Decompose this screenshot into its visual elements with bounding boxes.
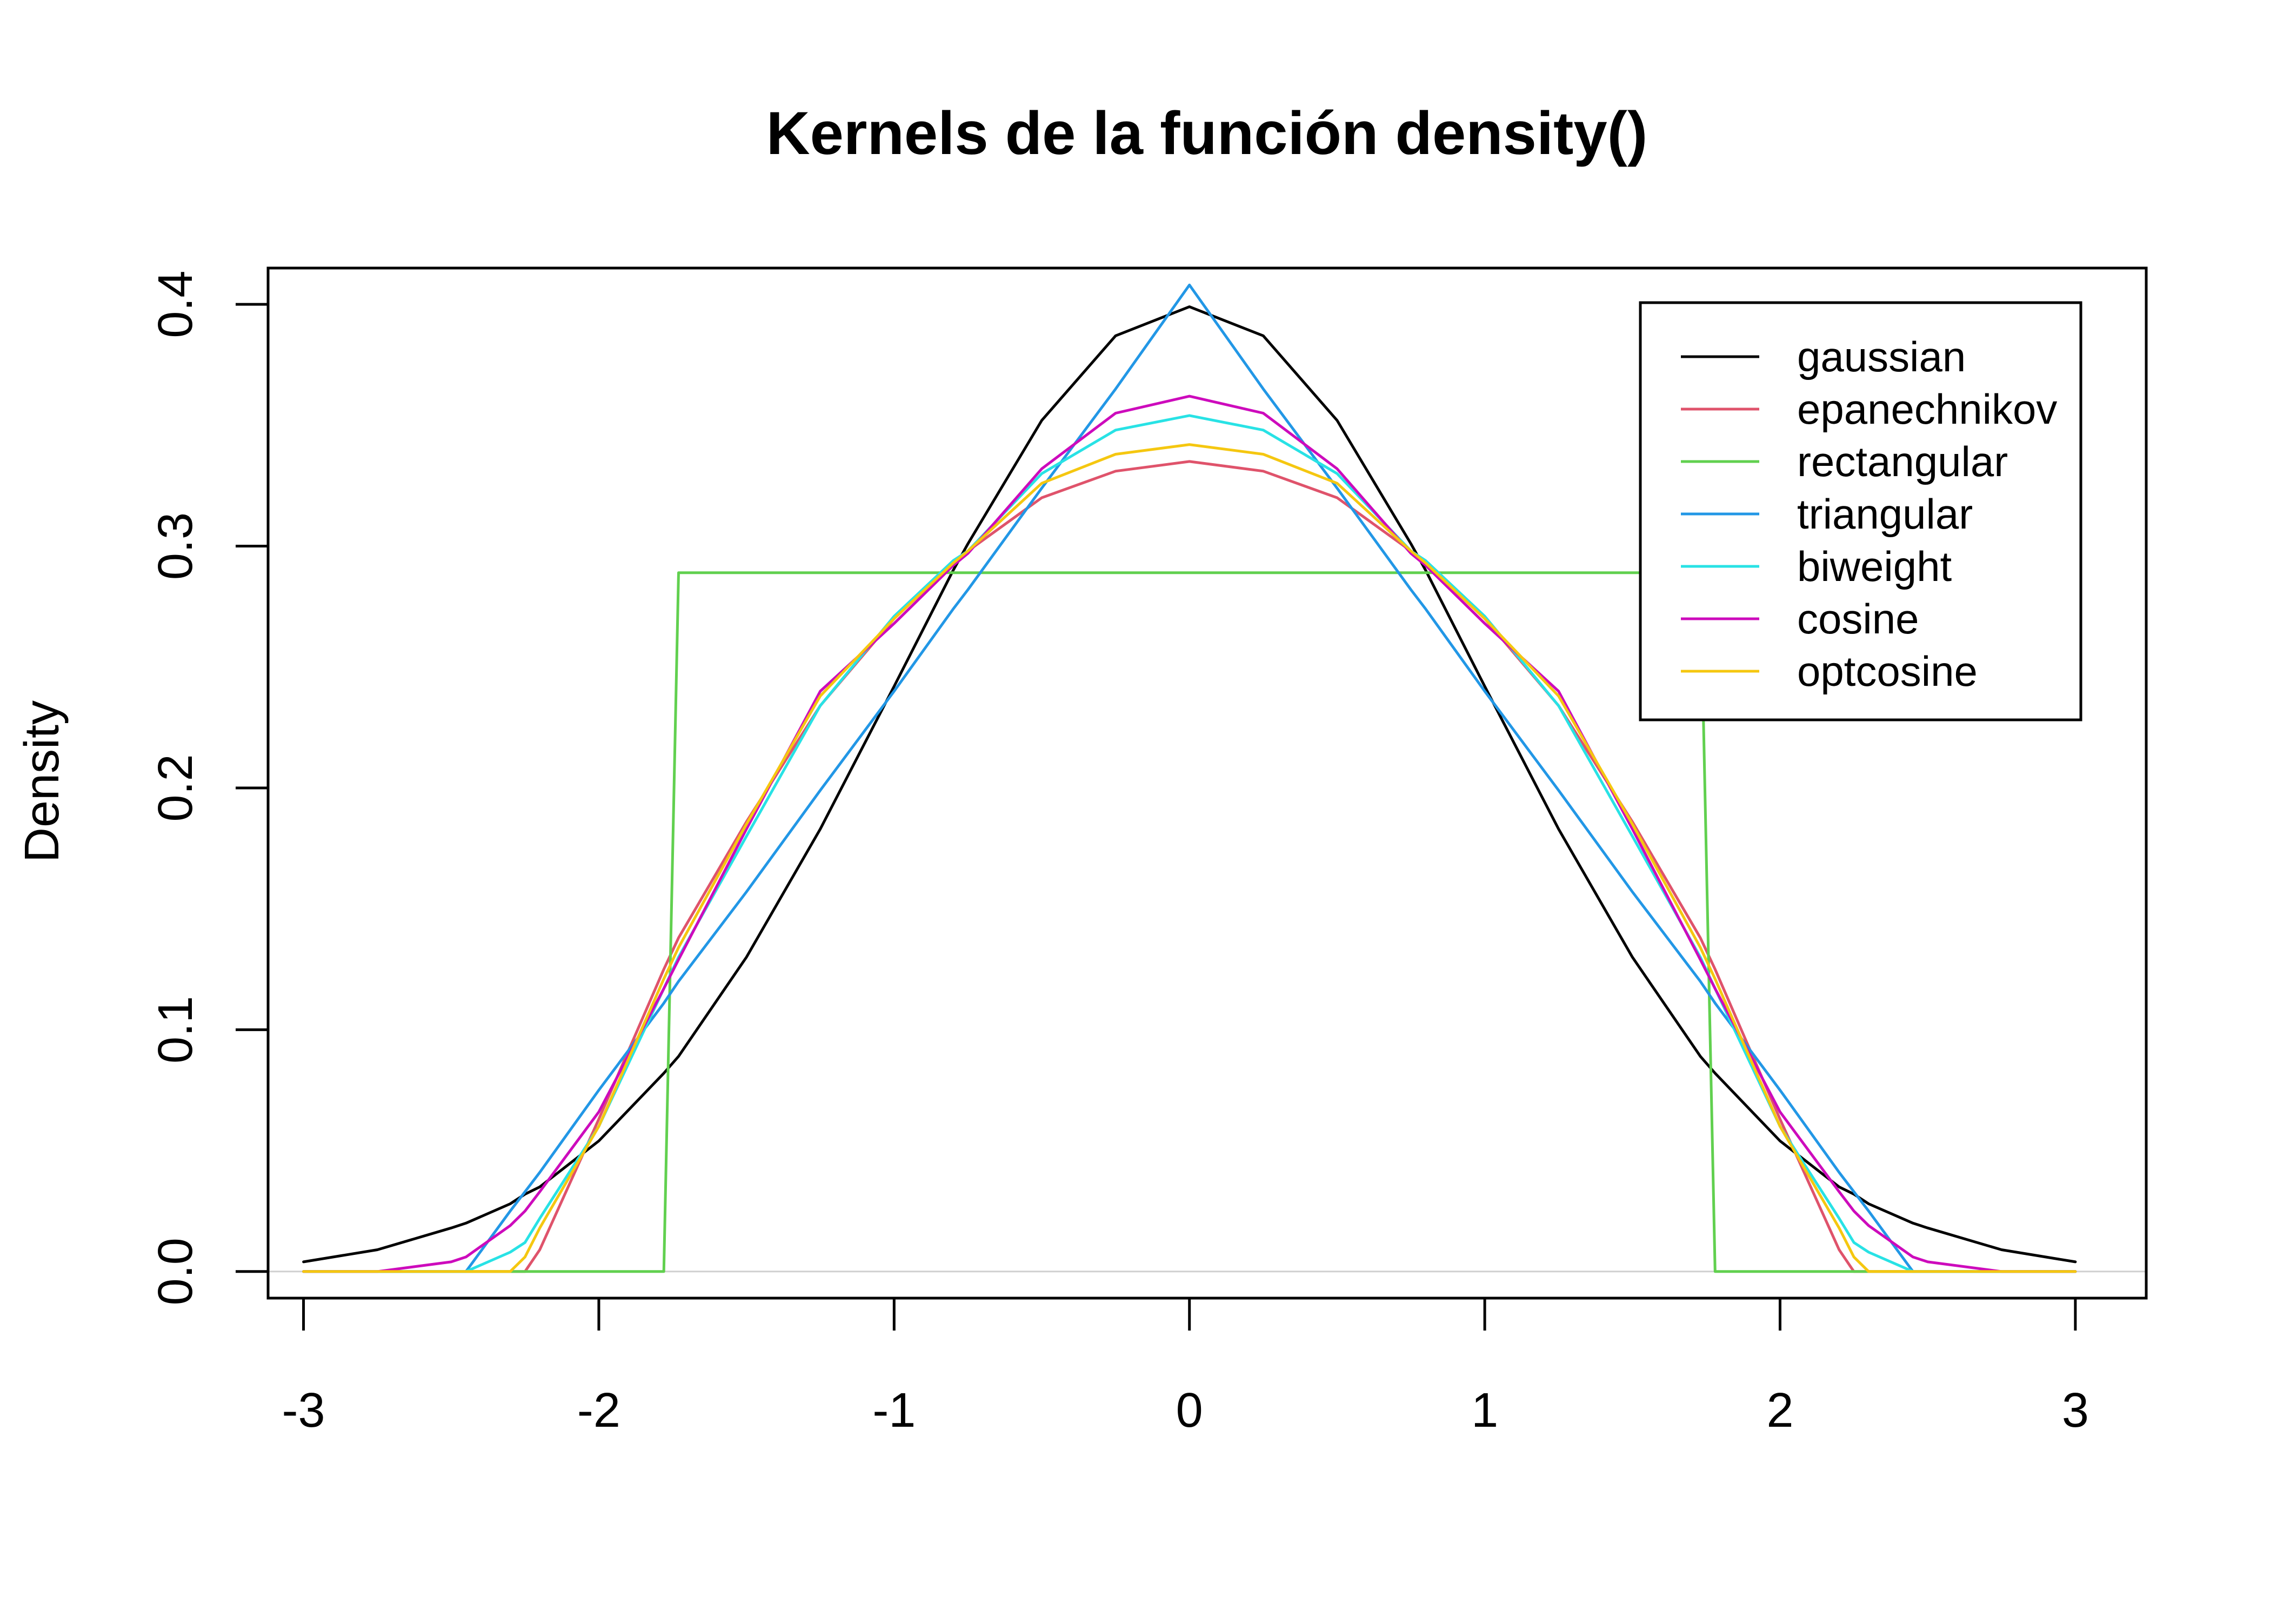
legend-entry-triangular: triangular [1681,490,1973,538]
x-tick-label: 0 [1176,1384,1203,1438]
series-layer [302,283,2077,1273]
legend-entry-epanechnikov: epanechnikov [1681,385,2057,433]
y-tick-label: 0.1 [149,996,203,1064]
y-axis-label: Density [15,700,69,863]
x-tick-label: -2 [577,1384,620,1438]
legend-label: triangular [1797,490,1973,538]
legend-entry-cosine: cosine [1681,595,1919,643]
x-tick-label: 3 [2062,1384,2089,1438]
legend-entry-optcosine: optcosine [1681,647,1978,695]
legend-label: biweight [1797,543,1952,590]
y-tick-label: 0.3 [149,512,203,580]
legend-entry-biweight: biweight [1681,543,1952,590]
series-line-rectangular [302,571,2077,1273]
series-line-epanechnikov [302,460,2077,1273]
chart-title: Kernels de la función density() [766,99,1648,167]
x-tick-label: 1 [1471,1384,1498,1438]
x-tick-label: -3 [282,1384,325,1438]
series-line-cosine [302,395,2077,1273]
y-tick-label: 0.2 [149,754,203,821]
series-line-triangular [302,283,2077,1273]
plot-frame [266,266,2148,1300]
series-line-biweight [302,414,2077,1273]
y-tick-label: 0.0 [149,1238,203,1305]
series-line-optcosine [302,443,2077,1273]
legend-label: optcosine [1797,647,1978,695]
legend: gaussian epanechnikov rectangular triangula… [1639,301,2082,721]
series-line-gaussian [302,305,2077,1264]
y-tick-label: 0.4 [149,271,203,338]
legend-label: epanechnikov [1797,385,2057,433]
legend-label: gaussian [1797,333,1966,380]
legend-entry-rectangular: rectangular [1681,438,2008,485]
legend-label: rectangular [1797,438,2008,485]
legend-entry-gaussian: gaussian [1681,333,1966,380]
x-tick-label: 2 [1766,1384,1793,1438]
legend-label: cosine [1797,595,1919,643]
x-tick-label: -1 [872,1384,916,1438]
legend-box [1639,301,2082,721]
